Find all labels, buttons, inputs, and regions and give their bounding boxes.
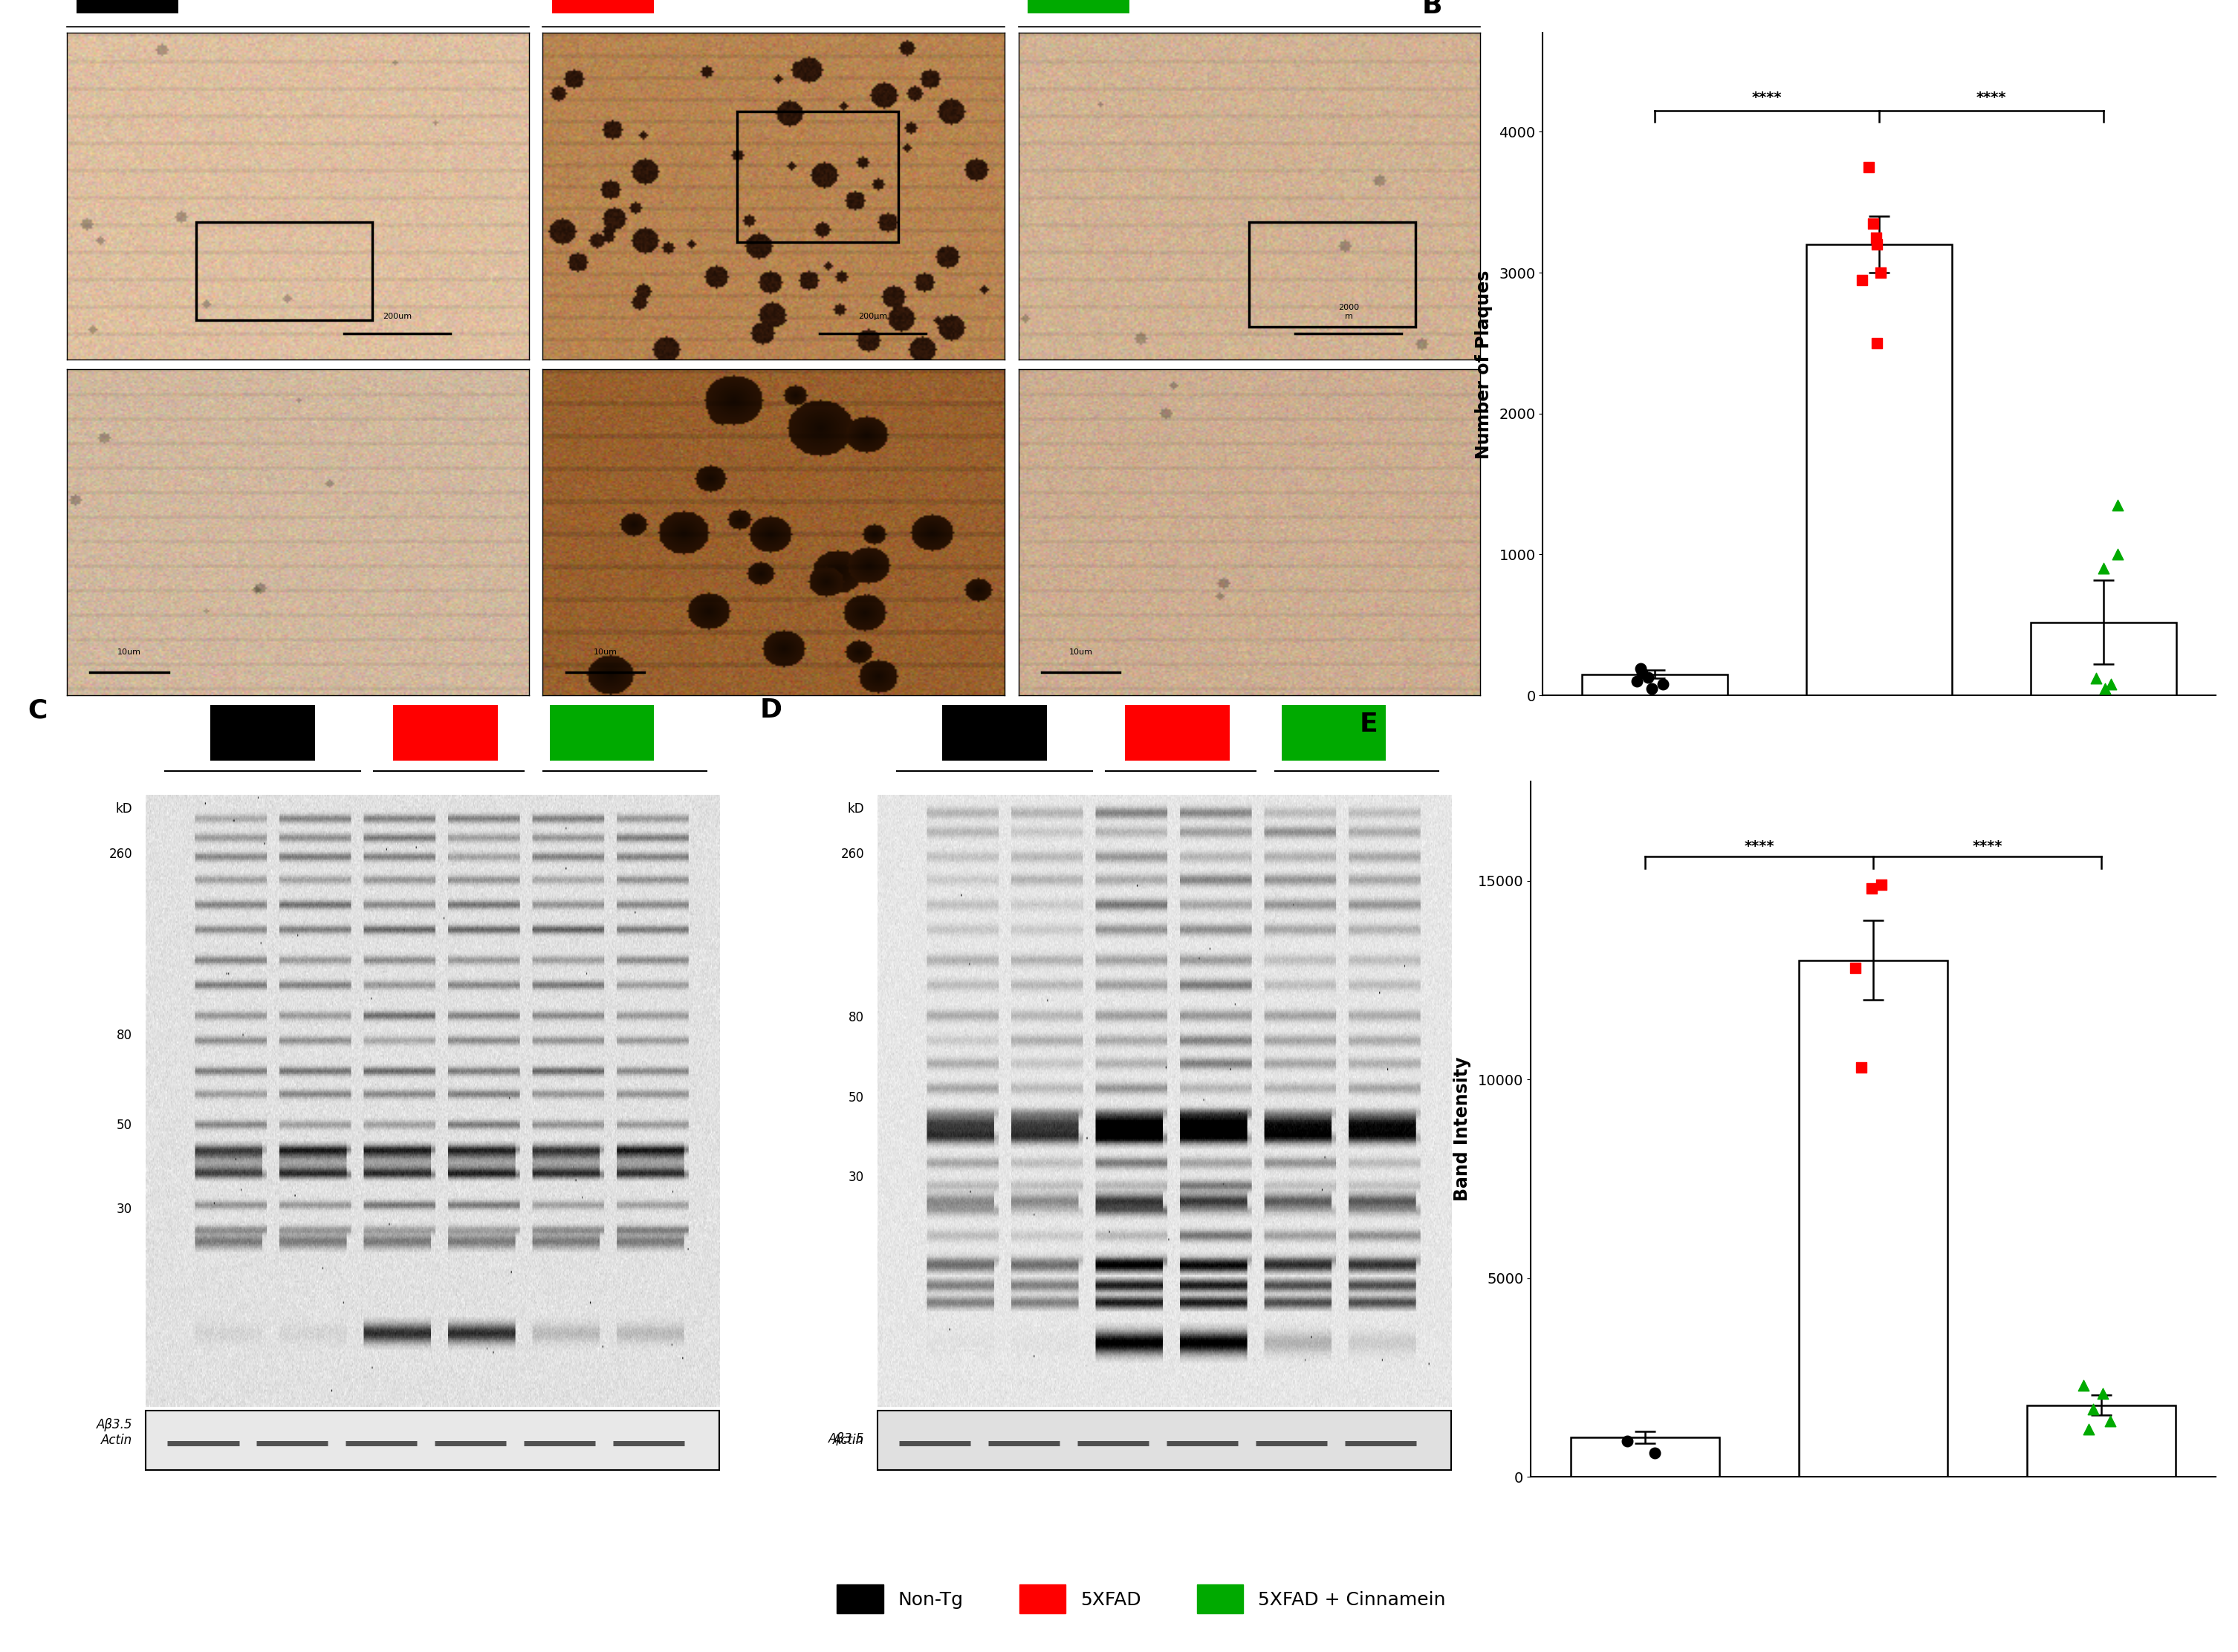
FancyBboxPatch shape <box>551 705 653 760</box>
Text: 10um: 10um <box>1070 649 1092 656</box>
Bar <box>736 111 897 241</box>
Text: 10um: 10um <box>119 649 141 656</box>
Bar <box>1582 674 1728 695</box>
Point <box>2070 1416 2106 1442</box>
Text: B: B <box>1421 0 1441 18</box>
Text: 50: 50 <box>116 1118 132 1132</box>
Point <box>1858 225 1893 251</box>
Point <box>1634 676 1670 702</box>
Point <box>1609 1427 1645 1454</box>
Text: 30: 30 <box>116 1203 132 1216</box>
Text: 80: 80 <box>116 1029 132 1042</box>
Text: ****: **** <box>1972 839 2003 854</box>
FancyBboxPatch shape <box>1282 705 1385 760</box>
Text: Actin: Actin <box>101 1434 132 1447</box>
FancyBboxPatch shape <box>394 705 497 760</box>
Point <box>2088 676 2124 702</box>
Point <box>2099 542 2135 568</box>
FancyBboxPatch shape <box>145 1411 718 1470</box>
Text: D: D <box>761 697 781 724</box>
FancyBboxPatch shape <box>553 0 653 13</box>
FancyBboxPatch shape <box>210 705 316 760</box>
Text: 200um: 200um <box>383 312 412 320</box>
Point <box>1625 659 1661 686</box>
Bar <box>1806 244 1952 695</box>
Point <box>1837 955 1873 981</box>
Text: Aβ3.5: Aβ3.5 <box>828 1432 864 1446</box>
Text: 260: 260 <box>841 847 864 861</box>
Point <box>2099 492 2135 519</box>
FancyBboxPatch shape <box>877 1411 1450 1470</box>
Text: E: E <box>1358 712 1379 737</box>
Text: 10um: 10um <box>593 649 618 656</box>
Bar <box>2028 1406 2175 1477</box>
Text: Actin: Actin <box>833 1434 864 1447</box>
Point <box>1864 871 1900 897</box>
Point <box>1860 231 1896 258</box>
Point <box>1636 1439 1672 1465</box>
Point <box>1851 154 1887 180</box>
Text: 2000
m: 2000 m <box>1338 304 1358 320</box>
Text: kD: kD <box>848 803 864 816</box>
Text: 80: 80 <box>848 1011 864 1024</box>
Point <box>1844 1054 1880 1080</box>
Point <box>1618 667 1654 694</box>
Point <box>2066 1373 2101 1399</box>
Text: ****: **** <box>1752 91 1781 106</box>
Text: C: C <box>29 697 47 724</box>
Point <box>1844 266 1880 292</box>
Y-axis label: Number of Plaques: Number of Plaques <box>1475 269 1493 459</box>
Text: 260: 260 <box>110 847 132 861</box>
Point <box>1853 876 1889 902</box>
FancyBboxPatch shape <box>1027 0 1130 13</box>
Point <box>2086 555 2122 582</box>
FancyBboxPatch shape <box>942 705 1047 760</box>
Bar <box>1571 1437 1719 1477</box>
Bar <box>197 223 372 320</box>
Text: kD: kD <box>116 803 132 816</box>
Point <box>1860 330 1896 357</box>
Bar <box>1799 960 1947 1477</box>
Point <box>2093 671 2128 697</box>
Point <box>1629 664 1665 691</box>
Bar <box>1249 223 1414 327</box>
Point <box>2079 666 2115 692</box>
FancyBboxPatch shape <box>76 0 179 13</box>
Text: 50: 50 <box>848 1090 864 1105</box>
Text: 30: 30 <box>848 1171 864 1184</box>
Legend: Non-Tg, 5XFAD, 5XFAD + Cinnamein: Non-Tg, 5XFAD, 5XFAD + Cinnamein <box>837 1584 1446 1614</box>
Y-axis label: Band Intensity: Band Intensity <box>1455 1057 1473 1201</box>
Point <box>1645 671 1681 697</box>
Point <box>1855 210 1891 236</box>
Text: ****: **** <box>1976 91 2007 106</box>
Text: 200μm: 200μm <box>859 312 888 320</box>
Point <box>1623 656 1658 682</box>
Text: Aβ3.5: Aβ3.5 <box>96 1417 132 1431</box>
FancyBboxPatch shape <box>1126 705 1229 760</box>
Text: ****: **** <box>1743 839 1775 854</box>
Point <box>1862 259 1898 286</box>
Point <box>2093 1408 2128 1434</box>
Bar <box>2030 623 2175 695</box>
Point <box>2086 1379 2122 1406</box>
Point <box>2075 1396 2110 1422</box>
